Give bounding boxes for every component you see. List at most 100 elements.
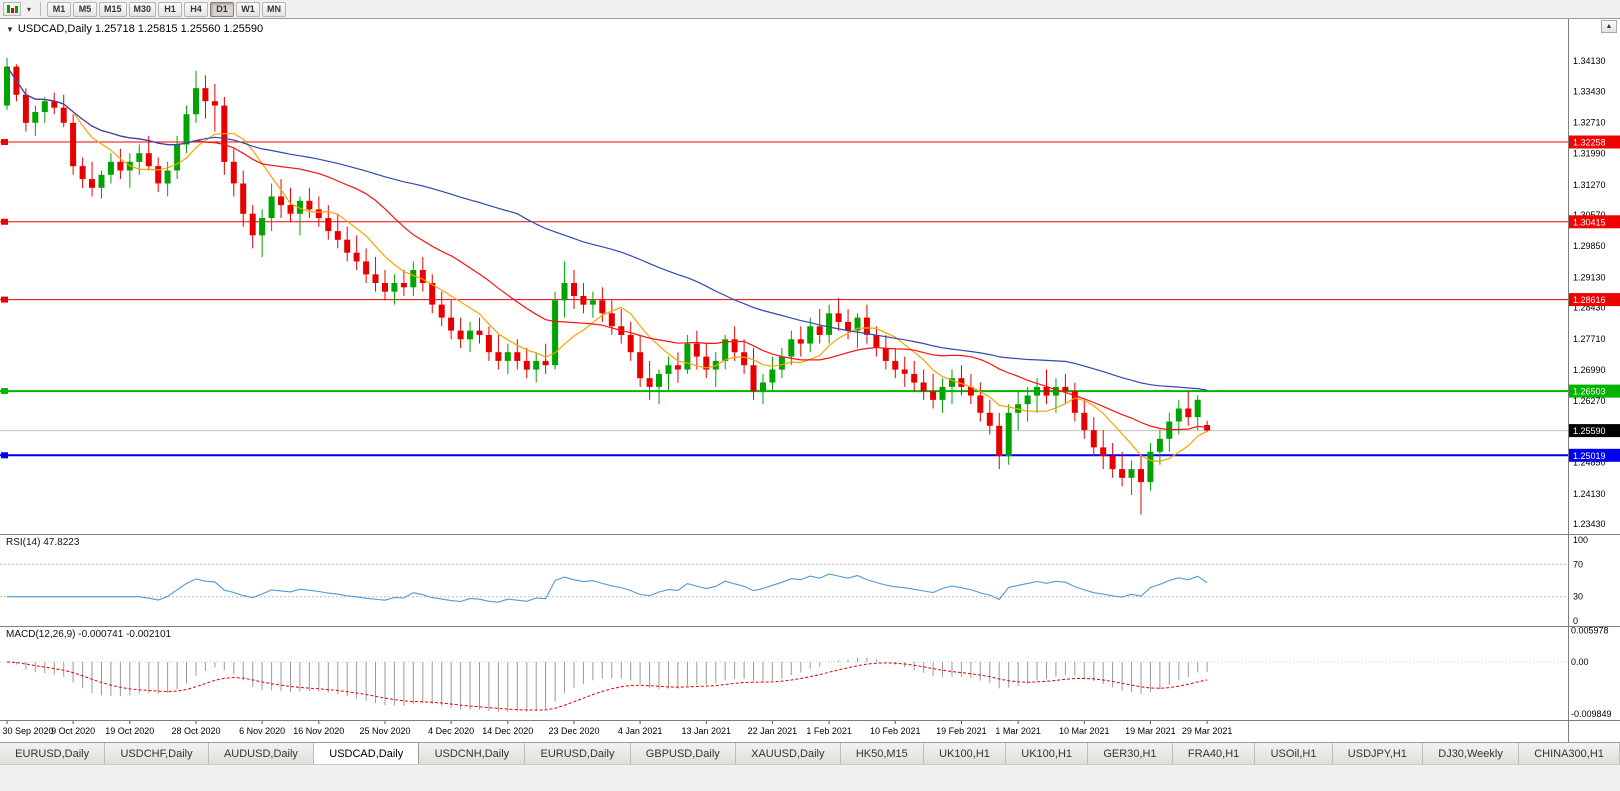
chart-ohlc-text: USDCAD,Daily 1.25718 1.25815 1.25560 1.2…	[17, 23, 264, 35]
timeframe-button-d1[interactable]: D1	[210, 1, 235, 17]
svg-text:23 Dec 2020: 23 Dec 2020	[548, 726, 599, 736]
svg-text:14 Dec 2020: 14 Dec 2020	[482, 726, 533, 736]
chart-icon-bar	[6, 5, 10, 13]
chart-tab-4-usdcnh-daily[interactable]: USDCNH,Daily	[419, 743, 526, 764]
chart-tab-12-fra40-h1[interactable]: FRA40,H1	[1172, 743, 1256, 764]
price-chart-pane[interactable]: 1.34130 1.33430 1.32710 1.31990 1.31270 1.305…	[0, 19, 1620, 534]
svg-text:1.24850: 1.24850	[1573, 458, 1606, 468]
svg-text:1.32258: 1.32258	[1573, 138, 1606, 148]
timeframe-button-h4[interactable]: H4	[184, 1, 209, 17]
svg-text:1.25019: 1.25019	[1573, 451, 1606, 461]
chart-tab-10-uk100-h1[interactable]: UK100,H1	[1006, 743, 1089, 764]
svg-text:0: 0	[1573, 616, 1578, 626]
svg-text:1.24130: 1.24130	[1573, 489, 1606, 499]
svg-text:0.005978: 0.005978	[1571, 627, 1609, 635]
svg-text:70: 70	[1573, 559, 1583, 569]
chart-type-icon[interactable]	[3, 2, 21, 16]
rsi-chart-canvas[interactable]: 100 70 30 0	[0, 535, 1620, 626]
timeframe-button-m30[interactable]: M30	[128, 1, 157, 17]
svg-text:1.34130: 1.34130	[1573, 56, 1606, 66]
svg-text:1.30570: 1.30570	[1573, 210, 1606, 220]
chart-tab-7-xauusd-daily[interactable]: XAUUSD,Daily	[735, 743, 841, 764]
svg-text:19 Mar 2021: 19 Mar 2021	[1125, 726, 1176, 736]
svg-text:22 Jan 2021: 22 Jan 2021	[748, 726, 798, 736]
timeframe-button-m1[interactable]: M1	[47, 1, 71, 17]
chart-tab-2-audusd-daily[interactable]: AUDUSD,Daily	[208, 743, 315, 764]
timeframe-button-m15[interactable]: M15	[99, 1, 127, 17]
svg-text:1.28430: 1.28430	[1573, 303, 1606, 313]
chart-tab-16-china300-h1[interactable]: CHINA300,H1	[1519, 743, 1620, 764]
svg-text:1.27710: 1.27710	[1573, 334, 1606, 344]
svg-text:13 Jan 2021: 13 Jan 2021	[682, 726, 732, 736]
timeframe-button-m5[interactable]: M5	[73, 1, 97, 17]
svg-text:1.26270: 1.26270	[1573, 396, 1606, 406]
chart-tab-6-gbpusd-daily[interactable]: GBPUSD,Daily	[630, 743, 736, 764]
timeframe-button-h1[interactable]: H1	[158, 1, 183, 17]
chart-tab-9-uk100-h1[interactable]: UK100,H1	[923, 743, 1007, 764]
chart-tab-3-usdcad-daily[interactable]: USDCAD,Daily	[314, 743, 420, 764]
svg-text:1.26990: 1.26990	[1573, 365, 1606, 375]
macd-indicator-pane[interactable]: 0.005978 0.00 -0.009849 MACD(12,26,9) -0.0…	[0, 625, 1620, 720]
svg-text:0.00: 0.00	[1571, 657, 1589, 667]
symbol-marker-icon: ▼	[6, 25, 14, 34]
timeframe-toolbar: ▾ M1 M5 M15 M30 H1 H4 D1 W1 MN	[0, 0, 1620, 19]
rsi-label: RSI(14) 47.8223	[6, 537, 80, 548]
svg-text:28 Oct 2020: 28 Oct 2020	[171, 726, 220, 736]
svg-text:16 Nov 2020: 16 Nov 2020	[293, 726, 344, 736]
chart-tab-5-eurusd-daily[interactable]: EURUSD,Daily	[525, 743, 631, 764]
svg-text:1.30415: 1.30415	[1573, 217, 1606, 227]
svg-text:30: 30	[1573, 592, 1583, 602]
svg-text:29 Mar 2021: 29 Mar 2021	[1182, 726, 1233, 736]
price-chart-canvas[interactable]: 1.34130 1.33430 1.32710 1.31990 1.31270 1.305…	[0, 19, 1620, 534]
timeframe-buttons-group: M1 M5 M15 M30 H1 H4 D1 W1 MN	[47, 1, 287, 17]
status-strip	[0, 764, 1620, 791]
svg-text:6 Nov 2020: 6 Nov 2020	[239, 726, 285, 736]
svg-text:1.31270: 1.31270	[1573, 180, 1606, 190]
chart-ohlc-header: ▼ USDCAD,Daily 1.25718 1.25815 1.25560 1.…	[6, 23, 263, 35]
rsi-indicator-pane[interactable]: 100 70 30 0 RSI(14) 47.8223	[0, 534, 1620, 626]
macd-label: MACD(12,26,9) -0.000741 -0.002101	[6, 629, 172, 640]
svg-text:1.29850: 1.29850	[1573, 241, 1606, 251]
svg-text:100: 100	[1573, 535, 1588, 545]
chart-icon-bar	[14, 6, 18, 13]
scroll-up-button[interactable]: ▲	[1601, 20, 1617, 33]
svg-text:25 Nov 2020: 25 Nov 2020	[359, 726, 410, 736]
timeframe-button-w1[interactable]: W1	[236, 1, 261, 17]
timeframe-button-mn[interactable]: MN	[262, 1, 287, 17]
chart-tab-8-hk50-m15[interactable]: HK50,M15	[840, 743, 924, 764]
chart-tab-14-usdjpy-h1[interactable]: USDJPY,H1	[1332, 743, 1424, 764]
svg-text:1.25590: 1.25590	[1573, 426, 1606, 436]
chart-tab-bar: EURUSD,Daily USDCHF,Daily AUDUSD,Daily USDC…	[0, 742, 1620, 764]
svg-text:30 Sep 2020: 30 Sep 2020	[2, 726, 53, 736]
chart-tab-1-usdchf-daily[interactable]: USDCHF,Daily	[105, 743, 209, 764]
svg-text:1.33430: 1.33430	[1573, 86, 1606, 96]
chart-dropdown-icon[interactable]: ▾	[26, 4, 31, 14]
svg-text:9 Oct 2020: 9 Oct 2020	[51, 726, 95, 736]
svg-text:1.31990: 1.31990	[1573, 149, 1606, 159]
svg-text:1.26503: 1.26503	[1573, 387, 1606, 397]
svg-text:4 Jan 2021: 4 Jan 2021	[618, 726, 663, 736]
svg-text:19 Oct 2020: 19 Oct 2020	[105, 726, 154, 736]
date-axis[interactable]: 30 Sep 2020 9 Oct 2020 19 Oct 2020 28 Oct 2…	[0, 720, 1620, 742]
toolbar-separator	[40, 2, 41, 16]
chart-tab-11-ger30-h1[interactable]: GER30,H1	[1088, 743, 1173, 764]
svg-text:1.28616: 1.28616	[1573, 295, 1606, 305]
chart-tab-15-dj30-weekly[interactable]: DJ30,Weekly	[1423, 743, 1520, 764]
svg-text:1.32710: 1.32710	[1573, 117, 1606, 127]
svg-text:1.29130: 1.29130	[1573, 272, 1606, 282]
macd-chart-canvas[interactable]: 0.005978 0.00 -0.009849	[0, 625, 1620, 720]
svg-text:10 Feb 2021: 10 Feb 2021	[870, 726, 921, 736]
svg-text:-0.009849: -0.009849	[1571, 709, 1612, 719]
chart-tab-0-eurusd-daily[interactable]: EURUSD,Daily	[0, 743, 106, 764]
svg-text:1 Feb 2021: 1 Feb 2021	[806, 726, 852, 736]
svg-text:1.23430: 1.23430	[1573, 519, 1606, 529]
chart-area: 1.34130 1.33430 1.32710 1.31990 1.31270 1.305…	[0, 19, 1620, 742]
chart-tab-13-usoil-h1[interactable]: USOil,H1	[1255, 743, 1333, 764]
svg-text:4 Dec 2020: 4 Dec 2020	[428, 726, 474, 736]
svg-text:19 Feb 2021: 19 Feb 2021	[936, 726, 987, 736]
svg-text:1 Mar 2021: 1 Mar 2021	[995, 726, 1041, 736]
chart-icon-bar	[10, 8, 14, 13]
svg-text:10 Mar 2021: 10 Mar 2021	[1059, 726, 1110, 736]
